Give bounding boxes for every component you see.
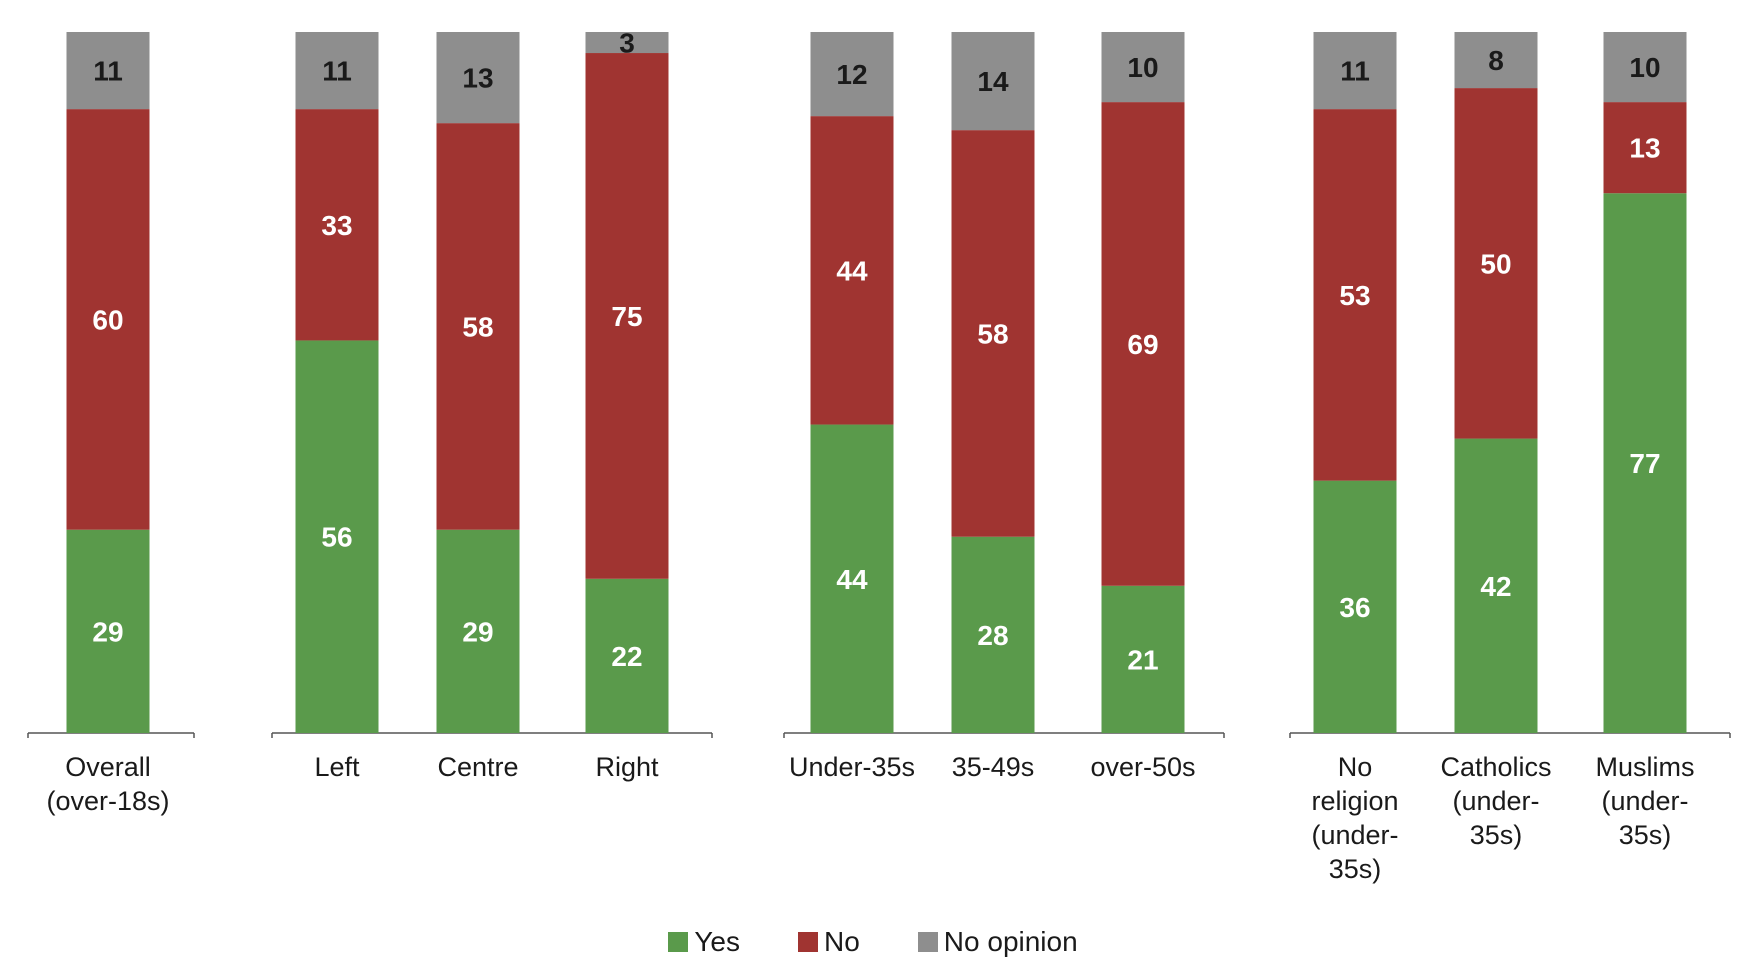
- value-label-politics-1-no: 58: [462, 311, 493, 342]
- legend-swatch-yes: [668, 932, 689, 952]
- category-label-religion-1-line2: 35s): [1470, 820, 1523, 850]
- value-label-overall-0-yes: 29: [92, 616, 123, 647]
- bar-politics-1-yes: [436, 529, 520, 733]
- bar-politics-0-yes: [295, 340, 379, 733]
- value-label-politics-1-yes: 29: [462, 616, 493, 647]
- bar-overall-0-no: [66, 109, 150, 530]
- bar-politics-0-no: [295, 109, 379, 341]
- bar-age-0-no_opinion: [810, 32, 894, 117]
- bar-age-0-no: [810, 116, 894, 425]
- value-label-age-1-no_opinion: 14: [977, 66, 1009, 97]
- legend-label-no-opinion: No opinion: [943, 926, 1078, 957]
- category-label-religion-0-line2: (under-: [1311, 820, 1398, 850]
- bar-religion-1-no_opinion: [1454, 32, 1538, 89]
- bar-religion-0-no: [1313, 109, 1397, 481]
- legend-item-no: No: [798, 926, 860, 958]
- value-label-religion-2-no: 13: [1629, 133, 1660, 164]
- category-label-religion-2-line1: (under-: [1601, 786, 1688, 816]
- value-label-politics-1-no_opinion: 13: [462, 63, 493, 94]
- bar-age-0-yes: [810, 424, 894, 733]
- bar-religion-1-yes: [1454, 438, 1538, 733]
- category-label-religion-0-line0: No: [1338, 752, 1373, 782]
- bar-religion-0-yes: [1313, 480, 1397, 733]
- bar-politics-1-no: [436, 123, 520, 530]
- value-label-religion-1-no_opinion: 8: [1488, 45, 1504, 76]
- value-label-religion-2-no_opinion: 10: [1629, 52, 1660, 83]
- value-label-age-2-no: 69: [1127, 329, 1158, 360]
- category-label-politics-1-line0: Centre: [437, 752, 518, 782]
- bar-overall-0-no_opinion: [66, 32, 150, 110]
- category-label-age-2-line0: over-50s: [1090, 752, 1195, 782]
- bar-politics-2-no_opinion: [585, 32, 669, 54]
- value-label-politics-2-yes: 22: [611, 641, 642, 672]
- bar-religion-1-no: [1454, 88, 1538, 439]
- legend-item-no-opinion: No opinion: [917, 926, 1078, 958]
- category-label-religion-2-line2: 35s): [1619, 820, 1672, 850]
- value-labels-layer: 29 60 11 56 33 11 29 58 13 22 75 3 44 44 12 28 58 14 21 69 1…: [92, 28, 1660, 676]
- bar-politics-1-no_opinion: [436, 32, 520, 124]
- legend-swatch-no-opinion: [917, 932, 938, 952]
- bar-religion-0-no_opinion: [1313, 32, 1397, 110]
- bar-age-2-yes: [1101, 585, 1185, 733]
- value-label-age-2-yes: 21: [1127, 644, 1158, 675]
- axes-layer: [27, 732, 1731, 738]
- value-label-religion-0-yes: 36: [1339, 592, 1370, 623]
- bar-age-2-no_opinion: [1101, 32, 1185, 103]
- category-label-overall-0-line1: (over-18s): [46, 786, 169, 816]
- legend-label-yes: Yes: [694, 926, 740, 957]
- category-label-religion-0-line1: religion: [1311, 786, 1398, 816]
- value-label-religion-0-no_opinion: 11: [1340, 56, 1370, 87]
- bar-age-1-yes: [951, 536, 1035, 733]
- value-label-age-1-yes: 28: [977, 620, 1008, 651]
- category-label-age-1-line0: 35-49s: [952, 752, 1035, 782]
- bar-religion-2-no_opinion: [1603, 32, 1687, 103]
- bar-religion-2-no: [1603, 102, 1687, 194]
- value-label-politics-0-no_opinion: 11: [322, 56, 352, 87]
- category-label-age-0-line0: Under-35s: [789, 752, 915, 782]
- bar-overall-0-yes: [66, 529, 150, 733]
- legend-swatch-no: [798, 932, 818, 952]
- value-label-politics-2-no_opinion: 3: [619, 28, 635, 59]
- bar-politics-2-yes: [585, 578, 669, 733]
- value-label-age-1-no: 58: [977, 318, 1008, 349]
- value-label-overall-0-no_opinion: 11: [93, 56, 123, 87]
- category-label-religion-0-line3: 35s): [1329, 854, 1382, 884]
- bar-politics-0-no_opinion: [295, 32, 379, 110]
- bars-layer: [66, 32, 1687, 734]
- value-label-politics-2-no: 75: [611, 301, 642, 332]
- bar-religion-2-yes: [1603, 193, 1687, 734]
- legend-item-yes: Yes: [668, 926, 740, 958]
- value-label-politics-0-no: 33: [321, 210, 352, 241]
- category-label-religion-1-line0: Catholics: [1440, 752, 1551, 782]
- bar-age-2-no: [1101, 102, 1185, 586]
- category-label-religion-2-line0: Muslims: [1596, 752, 1695, 782]
- value-label-age-0-no_opinion: 12: [836, 59, 867, 90]
- bar-age-1-no_opinion: [951, 32, 1035, 131]
- value-label-religion-0-no: 53: [1339, 280, 1370, 311]
- value-label-overall-0-no: 60: [92, 304, 123, 335]
- legend-label-no: No: [824, 926, 860, 957]
- value-label-religion-1-no: 50: [1480, 248, 1511, 279]
- category-labels-layer: Overall (over-18s) Left Centre Right Under-35…: [46, 752, 1694, 884]
- value-label-religion-1-yes: 42: [1480, 571, 1511, 602]
- category-label-politics-0-line0: Left: [314, 752, 360, 782]
- category-label-overall-0-line0: Overall: [65, 752, 151, 782]
- bar-age-1-no: [951, 130, 1035, 537]
- legend: Yes No No opinion: [0, 926, 1746, 958]
- bar-politics-2-no: [585, 53, 669, 579]
- value-label-age-0-yes: 44: [836, 564, 868, 595]
- value-label-politics-0-yes: 56: [321, 522, 352, 553]
- category-label-religion-1-line1: (under-: [1452, 786, 1539, 816]
- category-label-politics-2-line0: Right: [595, 752, 659, 782]
- value-label-age-0-no: 44: [836, 255, 868, 286]
- value-label-religion-2-yes: 77: [1629, 448, 1660, 479]
- value-label-age-2-no_opinion: 10: [1127, 52, 1158, 83]
